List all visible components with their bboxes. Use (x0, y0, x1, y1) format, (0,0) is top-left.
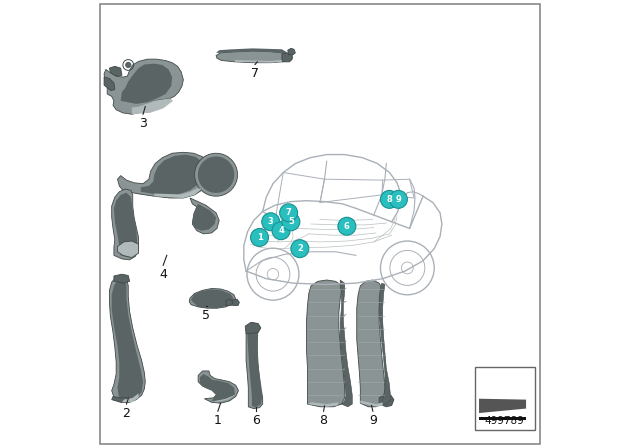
Text: 1: 1 (214, 414, 222, 427)
Polygon shape (104, 77, 115, 90)
Polygon shape (307, 402, 338, 407)
Circle shape (390, 190, 408, 208)
Polygon shape (379, 283, 391, 404)
Text: 1: 1 (257, 233, 262, 242)
Polygon shape (190, 198, 220, 234)
Polygon shape (132, 99, 173, 114)
Polygon shape (288, 48, 296, 55)
Polygon shape (216, 48, 292, 57)
Circle shape (280, 204, 298, 222)
Text: 5: 5 (202, 309, 210, 322)
Polygon shape (104, 59, 184, 114)
Circle shape (262, 213, 280, 231)
Polygon shape (112, 396, 130, 402)
Polygon shape (191, 289, 234, 308)
Circle shape (291, 240, 309, 258)
Polygon shape (109, 276, 145, 402)
Polygon shape (112, 279, 143, 401)
Text: 3: 3 (268, 217, 273, 226)
Polygon shape (246, 323, 262, 409)
Text: 4: 4 (278, 226, 284, 235)
Polygon shape (195, 153, 237, 196)
Polygon shape (114, 193, 137, 258)
Circle shape (380, 190, 398, 208)
Polygon shape (245, 323, 261, 334)
Text: 2: 2 (122, 407, 131, 420)
FancyBboxPatch shape (100, 4, 540, 444)
Polygon shape (356, 280, 385, 407)
Polygon shape (307, 280, 345, 407)
Polygon shape (109, 66, 122, 76)
Circle shape (272, 222, 290, 240)
Polygon shape (154, 188, 202, 198)
Polygon shape (340, 280, 352, 407)
Polygon shape (248, 323, 262, 408)
Polygon shape (118, 241, 139, 258)
Text: 4: 4 (159, 268, 167, 281)
Text: 9: 9 (369, 414, 377, 427)
Text: 8: 8 (319, 414, 328, 427)
Text: 9: 9 (396, 195, 401, 204)
Text: 6: 6 (252, 414, 260, 427)
Text: 2: 2 (297, 244, 303, 253)
Polygon shape (282, 53, 292, 62)
Circle shape (250, 228, 269, 246)
Polygon shape (122, 393, 139, 402)
Text: 7: 7 (286, 208, 291, 217)
Text: 3: 3 (139, 117, 147, 130)
Polygon shape (479, 399, 526, 413)
Polygon shape (198, 156, 234, 193)
Polygon shape (479, 417, 526, 420)
Text: 8: 8 (387, 195, 392, 204)
Polygon shape (360, 401, 383, 407)
Polygon shape (118, 152, 212, 198)
Polygon shape (215, 394, 236, 402)
Polygon shape (121, 64, 172, 104)
FancyBboxPatch shape (475, 367, 535, 430)
Polygon shape (200, 374, 235, 401)
Polygon shape (114, 274, 130, 283)
Polygon shape (189, 289, 236, 308)
Text: 6: 6 (344, 222, 350, 231)
Text: 5: 5 (288, 217, 294, 226)
Polygon shape (198, 371, 239, 403)
Polygon shape (235, 60, 282, 63)
Circle shape (125, 62, 131, 68)
Circle shape (338, 217, 356, 235)
Polygon shape (112, 189, 139, 260)
Text: 499789: 499789 (485, 417, 525, 426)
Circle shape (282, 213, 300, 231)
Text: 7: 7 (251, 67, 259, 80)
Polygon shape (233, 299, 239, 306)
Polygon shape (226, 299, 233, 306)
Polygon shape (192, 204, 216, 231)
Polygon shape (379, 395, 394, 407)
Polygon shape (141, 155, 204, 195)
Polygon shape (216, 51, 292, 63)
